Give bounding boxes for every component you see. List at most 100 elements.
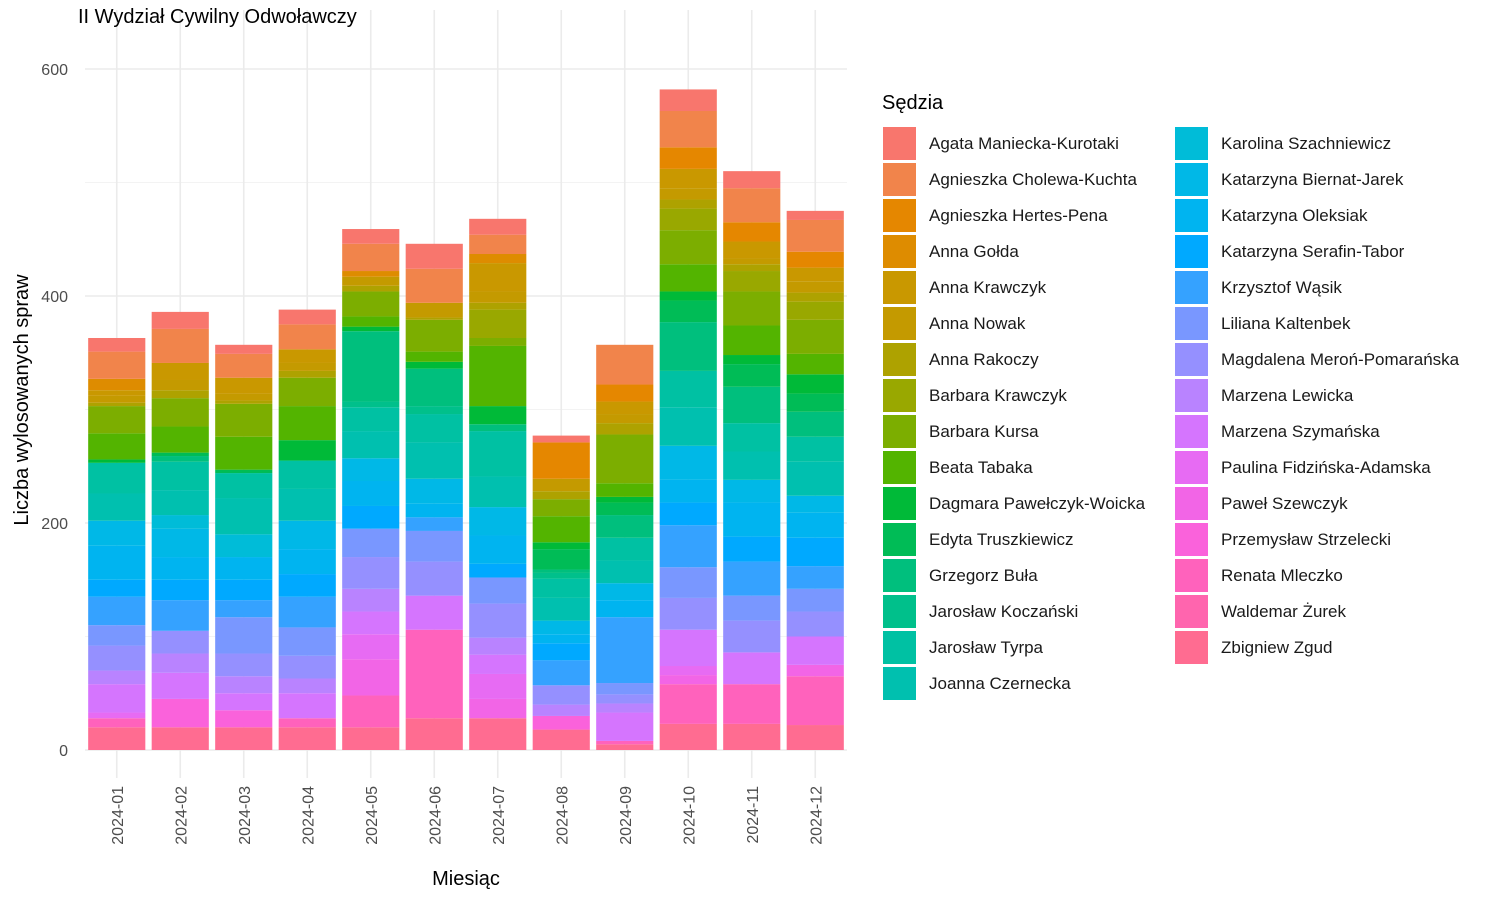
bar-segment (342, 331, 400, 402)
bar-segment (723, 479, 781, 503)
bar-segment (88, 390, 146, 396)
bar-segment (786, 292, 844, 302)
bar-segment (151, 600, 209, 631)
bar-segment (342, 727, 400, 750)
bar-segment (278, 678, 336, 694)
bar-segment (532, 491, 590, 500)
legend-label: Edyta Truszkiewicz (929, 530, 1074, 549)
bar-segment (596, 496, 654, 503)
bar-segment (342, 557, 400, 589)
bar-segment (469, 673, 527, 699)
legend-label: Katarzyna Biernat-Jarek (1221, 170, 1404, 189)
bar-segment (786, 411, 844, 437)
bar-segment (786, 495, 844, 513)
bar-segment (723, 723, 781, 750)
bar-segment (342, 285, 400, 292)
bar-segment (532, 442, 590, 479)
bar-segment (723, 264, 781, 272)
legend-swatch (883, 343, 916, 376)
bar-segment (405, 268, 463, 303)
y-tick-label: 200 (41, 516, 68, 533)
bar-segment (659, 110, 717, 148)
bar-segment (405, 442, 463, 479)
legend-label: Dagmara Pawełczyk-Woicka (929, 494, 1146, 513)
bar-segment (342, 528, 400, 558)
bar-segment (88, 670, 146, 685)
bar-segment (151, 398, 209, 427)
bar-segment (342, 407, 400, 432)
bar-segment (405, 351, 463, 362)
legend-swatch (883, 307, 916, 340)
bar-segment (342, 659, 400, 696)
legend-swatch (883, 595, 916, 628)
bars-layer (88, 89, 844, 750)
bar-segment (215, 436, 273, 470)
bar-segment (88, 337, 146, 352)
bar-segment (151, 698, 209, 728)
bar-segment (88, 462, 146, 494)
bar-segment (88, 459, 146, 463)
bar-segment (659, 525, 717, 568)
bar-segment (215, 693, 273, 711)
bar-segment (723, 595, 781, 621)
legend-label: Anna Nowak (929, 314, 1026, 333)
legend-swatch (883, 271, 916, 304)
bar-segment (215, 710, 273, 728)
bar-segment (215, 344, 273, 354)
bar-segment (342, 229, 400, 244)
bar-segment (532, 542, 590, 550)
bar-segment (723, 386, 781, 424)
bar-segment (469, 254, 527, 264)
bar-segment (659, 666, 717, 676)
bar-segment (532, 578, 590, 598)
bar-segment (532, 549, 590, 570)
bar-segment (469, 406, 527, 425)
bar-segment (405, 406, 463, 415)
x-tick-label: 2024-12 (808, 786, 825, 845)
legend-label: Anna Krawczyk (929, 278, 1047, 297)
bar-segment (278, 488, 336, 521)
bar-segment (215, 557, 273, 580)
bar-segment (469, 431, 527, 477)
legend-swatch (883, 451, 916, 484)
legend-label: Paulina Fidzińska-Adamska (1221, 458, 1431, 477)
legend-label: Grzegorz Buła (929, 566, 1038, 585)
legend-label: Barbara Kursa (929, 422, 1039, 441)
bar-segment (469, 637, 527, 655)
bar-segment (786, 281, 844, 293)
legend-label: Agnieszka Cholewa-Kuchta (929, 170, 1137, 189)
bar-segment (532, 435, 590, 443)
bar-segment (723, 171, 781, 189)
bar-segment (278, 377, 336, 407)
legend-label: Anna Rakoczy (929, 350, 1039, 369)
bar-segment (405, 243, 463, 269)
bar-segment (532, 516, 590, 543)
bar-segment (215, 676, 273, 694)
bar-segment (659, 597, 717, 630)
bar-segment (278, 727, 336, 750)
y-tick-label: 400 (41, 289, 68, 306)
bar-segment (659, 675, 717, 685)
bar-segment (469, 654, 527, 674)
bar-segment (405, 478, 463, 504)
bar-segment (278, 349, 336, 363)
legend-swatch (1175, 451, 1208, 484)
bar-segment (723, 451, 781, 480)
bar-segment (723, 364, 781, 387)
bar-segment (215, 393, 273, 401)
legend-swatch (1175, 343, 1208, 376)
bar-segment (278, 520, 336, 550)
bar-segment (532, 685, 590, 705)
legend-label: Magdalena Meroń-Pomarańska (1221, 350, 1460, 369)
bar-segment (278, 718, 336, 728)
bar-segment (532, 660, 590, 686)
legend-swatch (1175, 199, 1208, 232)
bar-segment (469, 507, 527, 536)
bar-segment (88, 395, 146, 403)
bar-segment (659, 199, 717, 209)
bar-segment (532, 643, 590, 661)
bar-segment (215, 473, 273, 499)
legend-swatch (1175, 559, 1208, 592)
bar-segment (596, 617, 654, 684)
legend-label: Waldemar Żurek (1221, 602, 1347, 621)
